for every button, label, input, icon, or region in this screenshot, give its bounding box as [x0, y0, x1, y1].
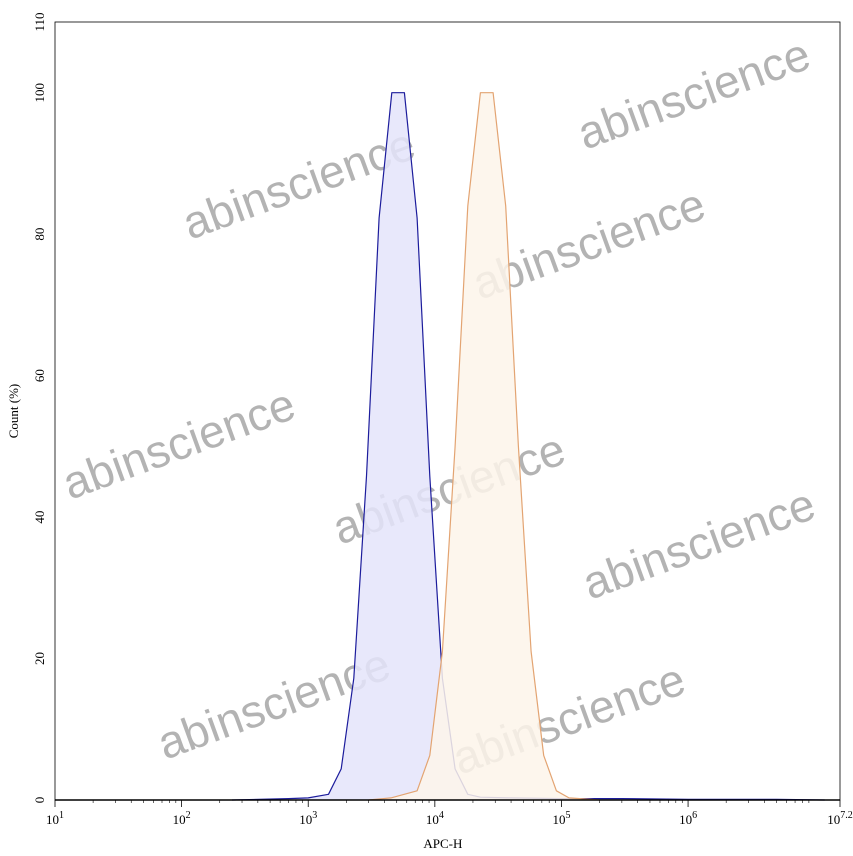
watermark-text: abinscience — [56, 377, 302, 509]
watermark-text: abinscience — [576, 477, 822, 609]
x-tick-label: 103 — [299, 810, 317, 827]
y-tick-label: 0 — [32, 797, 47, 804]
y-tick-label: 110 — [32, 12, 47, 31]
y-tick-label: 20 — [32, 652, 47, 665]
y-tick-label: 40 — [32, 511, 47, 524]
series-0-fill — [231, 92, 825, 800]
y-tick-label: 80 — [32, 228, 47, 241]
y-tick-label: 60 — [32, 369, 47, 382]
x-axis-label: APC-H — [423, 836, 462, 851]
x-tick-label: 104 — [426, 810, 444, 827]
series-1-line — [368, 92, 600, 801]
y-axis-label: Count (%) — [6, 384, 21, 439]
watermark-text: abinscience — [571, 27, 817, 159]
x-tick-label: 102 — [173, 810, 191, 827]
x-tick-label: 106 — [679, 810, 697, 827]
y-tick-label: 100 — [32, 83, 47, 103]
x-tick-label: 101 — [46, 810, 64, 827]
x-tick-label: 107.2 — [827, 810, 853, 827]
series-1-fill — [368, 92, 600, 800]
x-tick-label: 105 — [552, 810, 570, 827]
